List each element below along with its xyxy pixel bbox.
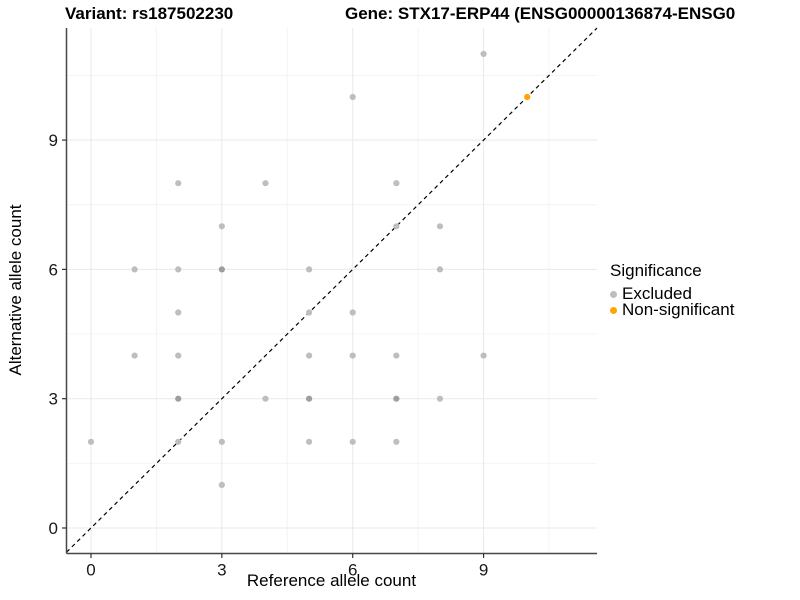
data-point: [262, 395, 269, 402]
data-point: [218, 266, 225, 273]
data-point: [436, 223, 444, 230]
data-point: [262, 180, 269, 187]
data-point: [393, 395, 400, 402]
legend-key-dot: [610, 290, 617, 298]
data-point: [349, 93, 356, 101]
y-tick-label: 9: [49, 131, 58, 150]
data-point: [306, 309, 313, 316]
data-point: [218, 481, 225, 488]
data-point: [393, 352, 400, 359]
data-point: [306, 395, 313, 402]
x-tick-label: 6: [348, 561, 357, 580]
data-point: [175, 309, 182, 316]
y-axis-title: Alternative allele count: [6, 204, 25, 376]
data-point: [349, 352, 356, 359]
x-tick-label: 9: [479, 561, 488, 580]
variant-title: Variant: rs187502230: [65, 4, 234, 23]
data-point: [480, 50, 487, 58]
legend-item-excluded: Excluded: [610, 284, 734, 303]
data-point: [175, 438, 182, 445]
data-point: [175, 395, 182, 402]
data-point: [218, 438, 225, 445]
data-point: [87, 438, 95, 445]
legend-key-dot: [610, 306, 617, 314]
data-point: [393, 438, 400, 445]
y-tick-label: 0: [49, 519, 58, 538]
data-point: [131, 352, 138, 359]
legend-label: Non-significant: [622, 300, 735, 319]
x-tick-label: 0: [86, 561, 95, 580]
data-point: [218, 223, 225, 230]
data-point: [131, 266, 138, 273]
data-point: [175, 352, 182, 359]
data-point: [349, 309, 356, 316]
data-point: [175, 180, 182, 187]
x-tick-label: 3: [217, 561, 226, 580]
identity-line: [66, 27, 598, 553]
x-axis-title: Reference allele count: [246, 571, 417, 590]
data-point: [306, 438, 313, 445]
legend-label: Excluded: [622, 284, 692, 303]
data-point: [436, 395, 444, 402]
data-point: [306, 352, 313, 359]
data-point: [393, 223, 400, 230]
legend-items: Excluded Non-significant: [610, 284, 735, 319]
legend: Significance Excluded Non-significant: [610, 261, 735, 319]
data-point: [349, 438, 356, 445]
data-point: [436, 266, 444, 273]
y-tick-label: 3: [49, 390, 58, 409]
data-point: [480, 352, 487, 359]
data-point: [393, 180, 400, 187]
y-tick-label: 6: [49, 260, 58, 279]
legend-title: Significance: [610, 261, 702, 280]
data-point: [306, 266, 313, 273]
legend-item-non-significant: Non-significant: [610, 300, 735, 319]
data-point: [175, 266, 182, 273]
data-point: [524, 93, 531, 101]
gene-title: Gene: STX17-ERP44 (ENSG00000136874-ENSG0: [345, 4, 736, 23]
